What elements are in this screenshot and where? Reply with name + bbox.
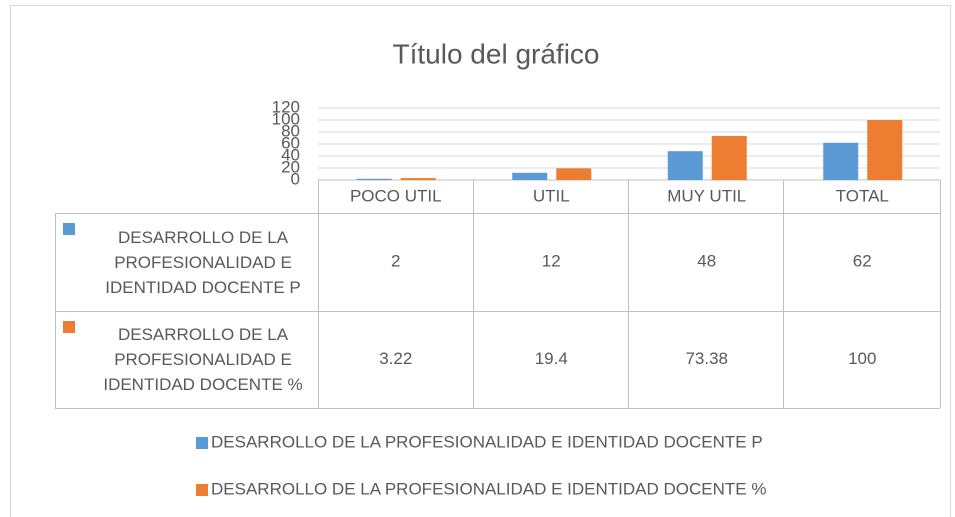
table-row-header: DESARROLLO DE LA PROFESIONALIDAD E IDENT… xyxy=(57,313,317,406)
y-tick-label: 0 xyxy=(291,169,300,188)
table-row-header: DESARROLLO DE LA PROFESIONALIDAD E IDENT… xyxy=(57,215,317,309)
table-value: 100 xyxy=(848,349,876,368)
series-name: DESARROLLO DE LA PROFESIONALIDAD E IDENT… xyxy=(103,325,303,394)
y-tick-label: 20 xyxy=(281,157,300,176)
chart-border xyxy=(10,5,951,517)
bar xyxy=(711,135,747,180)
bar xyxy=(667,151,703,180)
legend-swatch xyxy=(196,484,208,496)
table-value: 19.4 xyxy=(535,349,568,368)
table-value: 48 xyxy=(697,251,716,270)
bar xyxy=(823,142,859,180)
y-tick-label: 80 xyxy=(281,121,300,140)
legend-key xyxy=(63,321,75,333)
x-tick-label: MUY UTIL xyxy=(667,186,746,205)
y-tick-label: 40 xyxy=(281,145,300,164)
bar xyxy=(400,178,436,180)
table-value: 3.22 xyxy=(379,349,412,368)
legend-label: DESARROLLO DE LA PROFESIONALIDAD E IDENT… xyxy=(211,432,763,451)
table-value: 73.38 xyxy=(685,349,728,368)
x-tick-label: POCO UTIL xyxy=(350,186,442,205)
bar xyxy=(512,172,548,180)
x-tick-label: TOTAL xyxy=(836,186,889,205)
legend-swatch xyxy=(196,437,208,449)
series-name: DESARROLLO DE LA PROFESIONALIDAD E IDENT… xyxy=(105,227,301,297)
y-tick-label: 60 xyxy=(281,133,300,152)
bar xyxy=(867,120,903,180)
legend-key xyxy=(63,223,75,235)
legend-label: DESARROLLO DE LA PROFESIONALIDAD E IDENT… xyxy=(211,479,766,498)
cell-box: DESARROLLO DE LA PROFESIONALIDAD E IDENT… xyxy=(57,215,317,309)
cell-box: DESARROLLO DE LA PROFESIONALIDAD E IDENT… xyxy=(57,313,317,406)
data-table-lines xyxy=(55,180,941,409)
y-tick-label: 100 xyxy=(272,109,300,128)
bar xyxy=(356,178,392,180)
chart-title: Título del gráfico xyxy=(393,38,600,69)
y-tick-label: 120 xyxy=(272,97,300,116)
bar xyxy=(556,168,592,180)
table-value: 2 xyxy=(391,251,400,270)
table-value: 62 xyxy=(853,251,872,270)
x-tick-label: UTIL xyxy=(533,186,570,205)
table-value: 12 xyxy=(542,251,561,270)
